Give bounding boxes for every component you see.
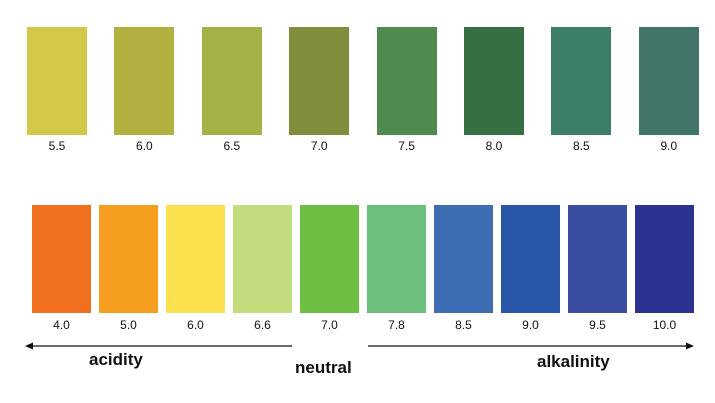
ph-value-label: 6.0 — [187, 318, 204, 332]
color-swatch — [99, 205, 158, 313]
ph-value-label: 6.0 — [136, 139, 153, 153]
ph-value-label: 9.5 — [589, 318, 606, 332]
color-swatch — [166, 205, 225, 313]
ph-value-label: 8.5 — [573, 139, 590, 153]
acidity-arrow — [25, 342, 292, 350]
ph-value-label: 7.5 — [398, 139, 415, 153]
ph-value-label: 9.0 — [660, 139, 678, 153]
color-swatch — [114, 27, 175, 135]
alkalinity-label: alkalinity — [537, 352, 610, 371]
ph-value-label: 8.0 — [485, 139, 503, 153]
color-swatch — [635, 205, 694, 313]
ph-value-label: 6.5 — [223, 139, 241, 153]
ph-value-label: 8.5 — [455, 318, 472, 332]
color-swatch — [551, 27, 612, 135]
color-swatch — [464, 27, 524, 135]
alkalinity-arrow — [368, 342, 694, 350]
ph-value-label: 9.0 — [522, 318, 539, 332]
ph-value-label: 10.0 — [652, 318, 677, 332]
acidity-label: acidity — [89, 350, 143, 369]
color-swatch — [201, 27, 262, 135]
neutral-label: neutral — [295, 358, 352, 377]
color-swatch — [568, 205, 627, 313]
color-swatch — [501, 205, 560, 313]
color-swatch — [233, 205, 292, 313]
ph-value-label: 7.0 — [310, 139, 328, 153]
color-swatch — [367, 205, 426, 313]
color-swatch — [376, 27, 437, 135]
color-swatch — [638, 27, 699, 135]
ph-value-label: 7.0 — [321, 318, 338, 332]
ph-value-label: 4.0 — [53, 318, 70, 332]
color-swatch — [300, 205, 359, 313]
ph-value-label: 5.5 — [48, 139, 66, 153]
color-swatch — [27, 27, 87, 135]
color-swatch — [434, 205, 493, 313]
color-swatch — [289, 27, 350, 135]
color-swatch — [32, 205, 91, 313]
ph-value-label: 6.6 — [254, 318, 271, 332]
ph-value-label: 7.8 — [388, 318, 405, 332]
ph-value-label: 5.0 — [120, 318, 137, 332]
